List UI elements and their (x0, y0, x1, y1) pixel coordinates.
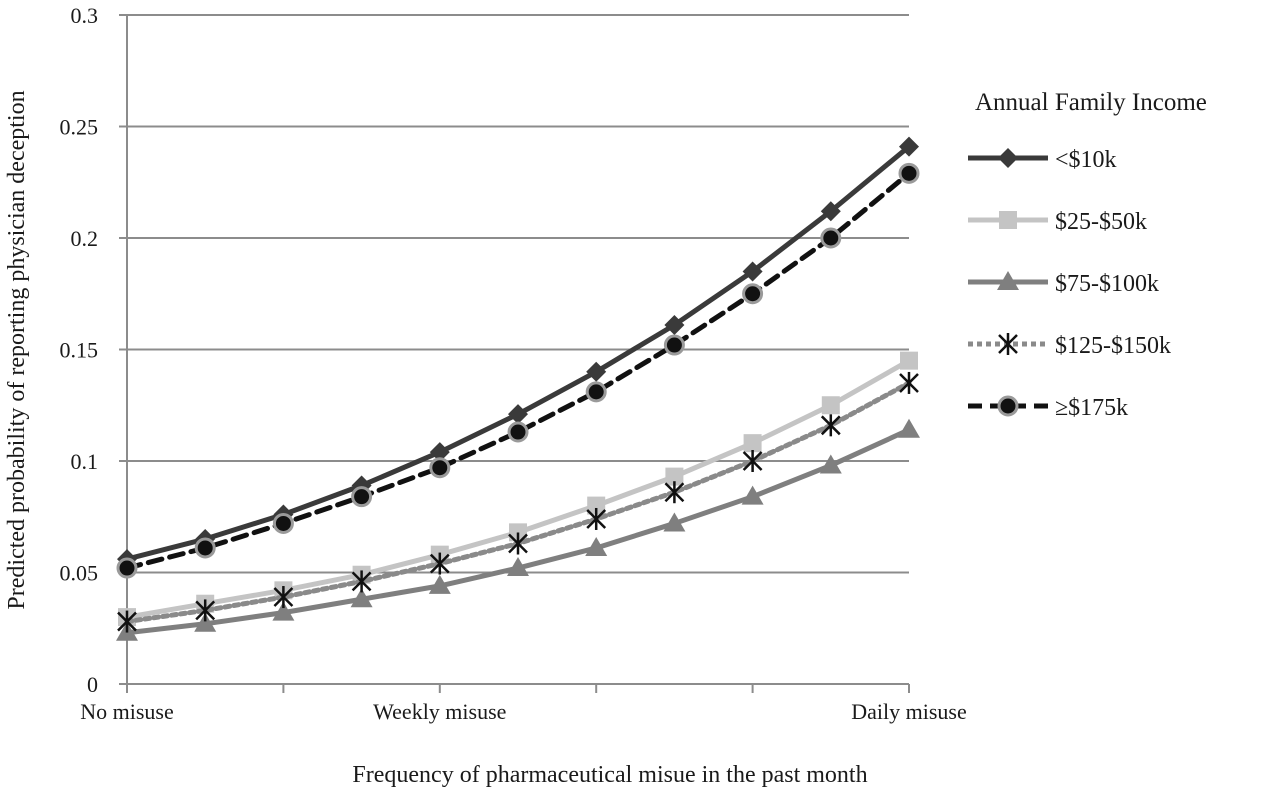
data-point (820, 201, 841, 222)
y-axis-ticks: 0 0.05 0.1 0.15 0.2 0.25 0.3 (60, 3, 99, 697)
legend-marker (999, 211, 1017, 229)
data-point (664, 314, 685, 335)
legend-label: $125-$150k (1055, 333, 1171, 359)
data-point (194, 537, 216, 559)
data-point (665, 467, 684, 486)
legend-title: Annual Family Income (975, 89, 1207, 116)
data-point (351, 486, 373, 508)
y-axis-title: Predicted probability of reporting physi… (4, 90, 30, 609)
legend-label: ≥$175k (1055, 395, 1128, 421)
series-0 (117, 136, 919, 570)
data-point (819, 454, 842, 474)
legend-item: $25-$50k (968, 209, 1147, 235)
x-tick-label: Weekly misuse (373, 699, 506, 724)
y-tick-label: 0.1 (71, 449, 99, 474)
data-point (508, 404, 528, 425)
legend-marker (997, 395, 1019, 417)
y-tick-label: 0.2 (71, 226, 99, 251)
data-point (898, 418, 920, 438)
series-line (124, 358, 912, 620)
series-3 (117, 371, 919, 633)
x-axis-title: Frequency of pharmaceutical misue in the… (352, 762, 867, 788)
data-point (586, 507, 607, 530)
gridlines (127, 14, 909, 574)
y-tick-label: 0 (87, 672, 98, 697)
data-point (585, 381, 607, 403)
data-point (664, 481, 685, 504)
data-point (743, 434, 762, 453)
data-point (194, 612, 217, 632)
data-point (116, 557, 138, 579)
data-point (742, 283, 764, 305)
data-point (586, 361, 607, 382)
data-point (117, 610, 137, 633)
data-point (899, 371, 919, 394)
data-point (509, 523, 527, 542)
data-point (663, 512, 686, 532)
data-point (272, 512, 294, 534)
data-point (195, 599, 216, 622)
data-point (350, 588, 373, 608)
data-point (587, 496, 606, 515)
axes (119, 14, 910, 693)
data-point (900, 351, 918, 370)
series-line (124, 170, 912, 571)
data-point (663, 334, 685, 356)
series-4 (116, 162, 920, 579)
data-point (741, 485, 764, 505)
data-point (742, 261, 763, 282)
y-tick-label: 0.15 (60, 338, 99, 363)
legend-marker (998, 333, 1018, 355)
legend-label: $25-$50k (1055, 209, 1147, 235)
data-point (820, 227, 842, 249)
data-point (429, 457, 451, 479)
data-point (507, 557, 529, 577)
data-point (429, 552, 450, 575)
y-tick-label: 0.3 (71, 3, 99, 28)
data-point (273, 586, 294, 609)
data-point (742, 450, 763, 472)
x-tick-label: No misuse (80, 699, 174, 724)
x-tick-label: Daily misuse (851, 699, 967, 724)
series-1 (118, 351, 918, 627)
data-point (508, 532, 528, 555)
data-point (507, 421, 529, 443)
y-tick-label: 0.25 (60, 115, 99, 140)
legend-item: $75-$100k (968, 271, 1159, 297)
legend-label: <$10k (1055, 147, 1117, 173)
legend-marker (997, 271, 1019, 290)
data-point (820, 414, 841, 437)
x-axis-ticks: No misuse Weekly misuse Daily misuse (80, 699, 967, 724)
legend-marker (998, 148, 1018, 168)
data-point (898, 162, 920, 184)
series-group (116, 136, 920, 641)
legend: Annual Family Income <$10k $25-$50k $75-$1… (968, 89, 1207, 421)
legend-label: $75-$100k (1055, 271, 1159, 297)
data-point (899, 136, 919, 157)
legend-item: ≥$175k (968, 395, 1128, 421)
data-point (351, 570, 372, 593)
data-point (821, 396, 840, 415)
legend-item: <$10k (968, 147, 1117, 173)
y-tick-label: 0.05 (60, 561, 99, 586)
data-point (428, 574, 451, 594)
series-line (124, 144, 912, 562)
data-point (429, 442, 450, 463)
data-point (272, 601, 295, 621)
legend-item: $125-$150k (968, 333, 1171, 359)
data-point (585, 536, 608, 556)
series-2 (116, 418, 920, 641)
